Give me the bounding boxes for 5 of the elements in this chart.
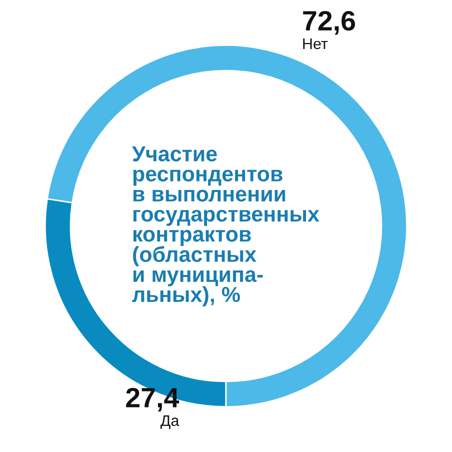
data-label: 72,6 [303,11,355,35]
slice-label: Нет [303,38,328,50]
slice-label: Да [160,415,180,429]
text: Участие респондентов в выполнении государственных контрактов (областных и муниципа- льных), % [132,146,320,306]
data-label: 27,4 [126,388,180,412]
